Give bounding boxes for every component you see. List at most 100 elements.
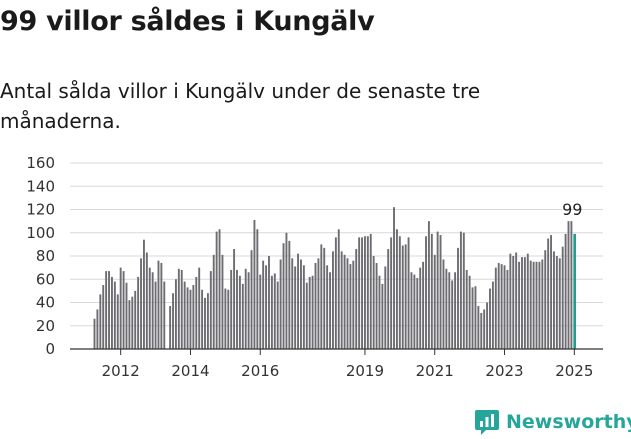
bar (433, 254, 436, 349)
bar (462, 232, 465, 349)
bar (326, 265, 329, 349)
page-subtitle: Antal sålda villor i Kungälv under de se… (0, 79, 481, 133)
x-tick-label: 2012 (102, 362, 140, 380)
bar (387, 249, 390, 349)
bar (410, 272, 413, 349)
bar (494, 267, 497, 350)
bar (491, 281, 494, 349)
bar (233, 249, 236, 349)
bar (529, 260, 532, 349)
bar (395, 229, 398, 349)
bar (561, 246, 564, 349)
bar (521, 257, 523, 349)
bar (250, 250, 253, 349)
bar (439, 235, 442, 349)
bar (311, 275, 314, 349)
bar (340, 251, 343, 349)
bar (352, 260, 355, 349)
bar (180, 269, 183, 349)
bar (221, 254, 224, 349)
newsworthy-logo-icon (475, 410, 499, 435)
bar (244, 268, 247, 349)
bar (116, 294, 119, 349)
bar (227, 289, 230, 349)
bar (302, 265, 305, 349)
bar (384, 266, 387, 349)
bar (451, 280, 454, 349)
bar (483, 309, 486, 349)
bar (105, 271, 108, 349)
bar (209, 271, 212, 349)
bar (282, 243, 285, 349)
bar (270, 275, 273, 349)
bar (413, 274, 416, 349)
bar (241, 283, 244, 349)
x-tick-label: 2025 (555, 362, 593, 380)
bar (192, 285, 195, 349)
bar (547, 238, 550, 349)
bar (570, 221, 573, 350)
bar (137, 276, 140, 349)
bar (404, 244, 407, 350)
y-tick-label: 120 (26, 201, 55, 219)
bar (111, 276, 113, 349)
bar (218, 229, 221, 349)
bar (108, 271, 110, 349)
bar (422, 261, 425, 349)
bar (131, 296, 134, 349)
bar (332, 251, 334, 349)
bar (366, 236, 369, 349)
bar-highlight (573, 233, 576, 349)
bar (497, 262, 500, 349)
bar (355, 249, 358, 349)
bar (474, 286, 477, 349)
bar (134, 290, 137, 350)
bar (567, 221, 570, 350)
bar (407, 237, 410, 349)
bar (538, 261, 541, 349)
bar (157, 260, 160, 349)
x-tick-label: 2019 (346, 362, 384, 380)
bar (268, 256, 270, 349)
bar (526, 253, 529, 349)
bar (96, 309, 99, 349)
bar (142, 239, 145, 349)
bar (419, 267, 422, 350)
y-tick-label: 20 (36, 317, 55, 335)
bar (465, 269, 468, 349)
bar (151, 272, 154, 349)
bar (259, 274, 262, 349)
bar (544, 250, 547, 349)
y-tick-label: 80 (36, 247, 55, 265)
bar (262, 260, 265, 349)
y-tick-label: 40 (36, 294, 55, 312)
bar (390, 237, 393, 349)
bar (230, 269, 233, 349)
bar (119, 267, 122, 350)
bar (425, 236, 427, 349)
bar (294, 266, 297, 349)
x-tick-label: 2021 (416, 362, 454, 380)
bar (253, 219, 256, 349)
page-title: 99 villor såldes i Kungälv (0, 6, 375, 37)
bar (416, 278, 419, 349)
bar (457, 247, 459, 349)
bar (398, 236, 401, 349)
newsworthy-logo[interactable]: Newsworthy (474, 407, 631, 437)
x-tick-label: 2014 (171, 362, 209, 380)
bar (358, 237, 361, 349)
bar (99, 294, 102, 349)
bar (553, 251, 555, 349)
bar (323, 247, 326, 349)
bar (317, 258, 320, 349)
bar (224, 288, 227, 349)
bar (204, 297, 206, 349)
y-tick-label: 100 (26, 224, 55, 242)
bar (518, 261, 521, 349)
bar (369, 233, 372, 349)
x-tick-label: 2016 (241, 362, 279, 380)
bar (468, 275, 471, 349)
bar (509, 253, 512, 349)
y-tick-label: 60 (36, 270, 55, 288)
